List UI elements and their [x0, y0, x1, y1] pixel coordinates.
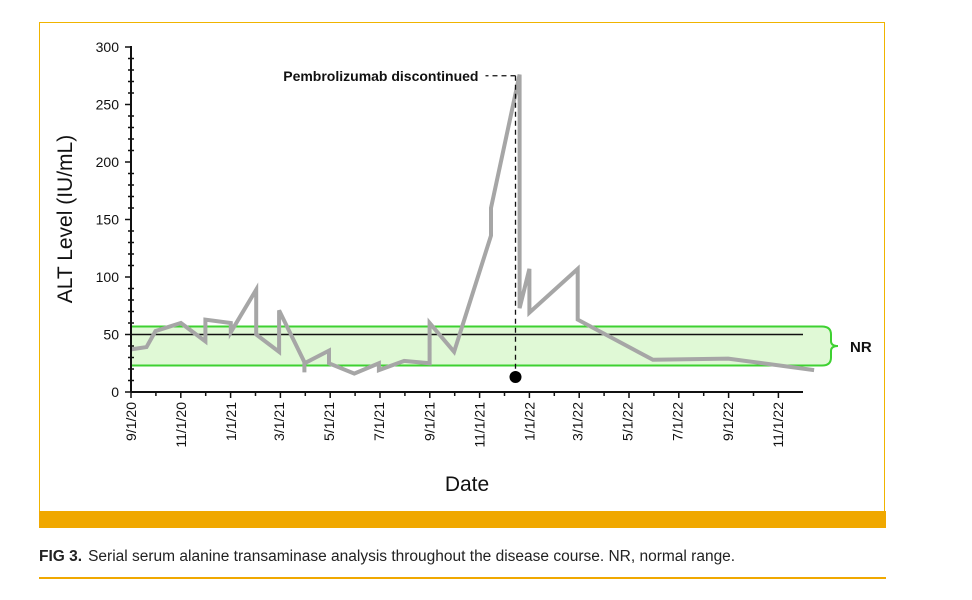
x-tick-label: 9/1/20 [123, 402, 139, 441]
x-tick-label: 9/1/21 [422, 402, 438, 441]
y-tick-label: 250 [96, 97, 120, 113]
y-tick-label: 0 [111, 384, 119, 400]
y-axis-label: ALT Level (IU/mL) [54, 135, 77, 303]
figure-bottom-bar [39, 511, 886, 528]
x-tick-label: 3/1/21 [271, 402, 287, 441]
x-tick-label: 7/1/21 [371, 402, 387, 441]
caption-rule [39, 577, 886, 579]
y-tick-label: 50 [103, 327, 119, 343]
series-line-0 [130, 74, 815, 376]
normal-range-bracket [130, 325, 839, 367]
y-tick-label: 200 [96, 154, 120, 170]
x-tick-label: 1/1/21 [223, 402, 239, 441]
y-tick-label: 150 [96, 212, 120, 228]
figure-frame [39, 22, 885, 527]
x-tick-label: 9/1/22 [720, 402, 736, 441]
figure-caption: FIG 3. Serial serum alanine transaminase … [39, 548, 735, 566]
x-tick-label: 5/1/22 [620, 402, 636, 441]
x-tick-label: 11/1/20 [173, 402, 189, 448]
annotation-marker [509, 371, 522, 384]
x-tick-label: 7/1/22 [669, 402, 685, 441]
y-tick-label: 100 [96, 269, 120, 285]
figure-caption-text: Serial serum alanine transaminase analys… [88, 548, 736, 565]
normal-range-band: NR [130, 325, 872, 367]
x-tick-label: 11/1/21 [471, 402, 487, 448]
x-tick-label: 11/1/22 [770, 402, 786, 448]
annotation-label: Pembrolizumab discontinued [283, 68, 478, 84]
x-tick-label: 1/1/22 [521, 402, 537, 441]
figure-caption-label: FIG 3. [39, 548, 83, 565]
normal-range-label: NR [850, 339, 872, 356]
y-tick-label: 300 [96, 39, 120, 55]
x-axis-label: Date [445, 473, 489, 496]
x-tick-label: 5/1/21 [321, 402, 337, 441]
x-tick-label: 3/1/22 [570, 402, 586, 441]
